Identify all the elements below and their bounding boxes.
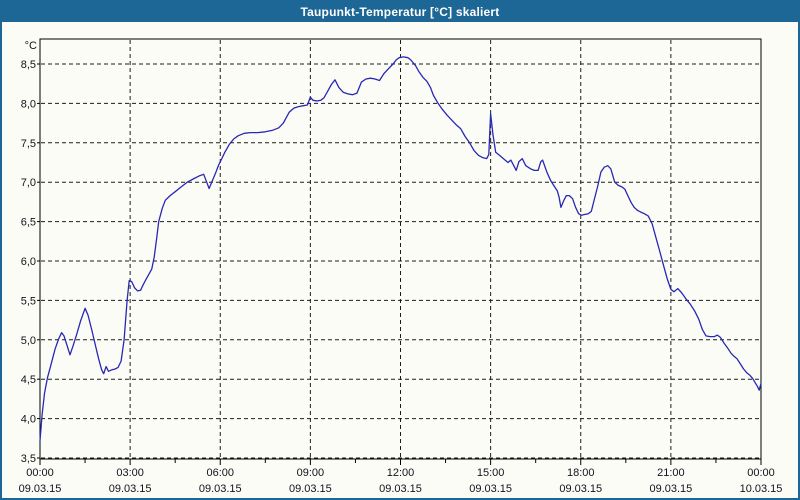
x-tick-date-label: 09.03.15 — [559, 483, 602, 495]
y-tick-label: 7,0 — [21, 177, 36, 189]
x-tick-date-label: 09.03.15 — [19, 483, 62, 495]
x-tick-time-label: 12:00 — [387, 467, 415, 479]
x-tick-time-label: 00:00 — [26, 467, 54, 479]
page-title: Taupunkt-Temperatur [°C] skaliert — [300, 5, 500, 19]
x-tick-time-label: 18:00 — [567, 467, 595, 479]
chart-title-bar: Taupunkt-Temperatur [°C] skaliert — [2, 2, 798, 22]
x-tick-date-label: 09.03.15 — [199, 483, 242, 495]
x-tick-date-label: 10.03.15 — [740, 483, 783, 495]
y-tick-label: 6,0 — [21, 256, 36, 268]
plot-border — [39, 38, 762, 460]
y-axis-unit-label: °C — [25, 40, 37, 52]
x-tick-time-label: 15:00 — [477, 467, 505, 479]
x-tick-time-label: 00:00 — [747, 467, 775, 479]
y-tick-label: 7,5 — [21, 138, 36, 150]
x-tick-date-label: 09.03.15 — [109, 483, 152, 495]
y-tick-label: 8,0 — [21, 98, 36, 110]
y-tick-label: 8,5 — [21, 59, 36, 71]
x-tick-time-label: 21:00 — [657, 467, 685, 479]
y-tick-label: 4,0 — [21, 414, 36, 426]
x-tick-date-label: 09.03.15 — [379, 483, 422, 495]
y-tick-label: 5,5 — [21, 295, 36, 307]
x-tick-time-label: 09:00 — [297, 467, 325, 479]
y-tick-label: 3,5 — [21, 453, 36, 465]
x-tick-date-label: 09.03.15 — [649, 483, 692, 495]
x-tick-date-label: 09.03.15 — [469, 483, 512, 495]
y-tick-label: 5,0 — [21, 335, 36, 347]
y-tick-label: 6,5 — [21, 217, 36, 229]
x-tick-date-label: 09.03.15 — [289, 483, 332, 495]
y-tick-label: 4,5 — [21, 374, 36, 386]
x-tick-time-label: 06:00 — [206, 467, 234, 479]
x-tick-time-label: 03:00 — [116, 467, 144, 479]
temperature-line — [39, 56, 762, 442]
